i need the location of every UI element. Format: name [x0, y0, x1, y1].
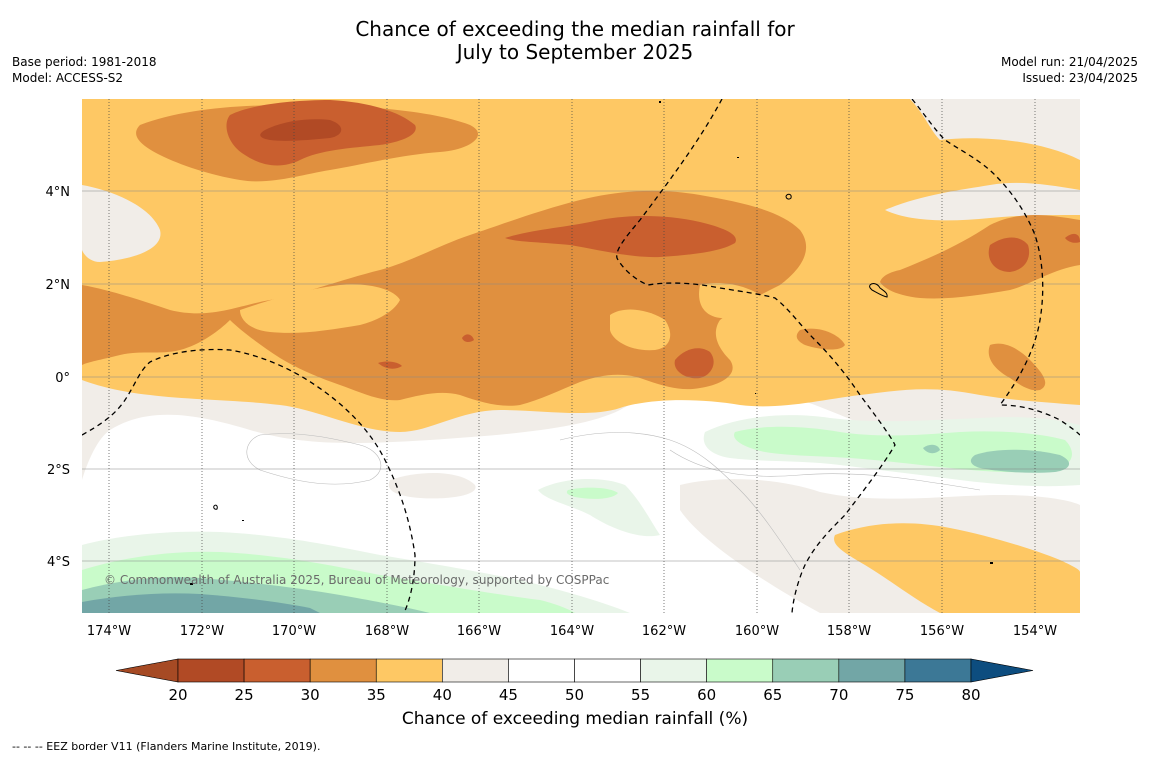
lon-label: 174°W — [87, 624, 131, 639]
islands — [213, 193, 888, 510]
contour-line-1 — [246, 433, 382, 485]
band-20-25-core — [260, 119, 342, 141]
lon-label: 160°W — [735, 624, 779, 639]
lat-label: 2°N — [46, 278, 71, 293]
base-period: Base period: 1981-2018 — [12, 55, 157, 69]
colorbar-segment — [706, 658, 774, 683]
colorbar-tick-label: 60 — [697, 686, 716, 704]
contour-line-3 — [559, 432, 801, 571]
band-35-40-hole-3 — [699, 283, 761, 319]
map-panel: © Commonwealth of Australia 2025, Bureau… — [82, 99, 1080, 613]
eez-borders — [82, 99, 1080, 613]
colorbar-tick-label: 75 — [895, 686, 914, 704]
lon-label: 166°W — [457, 624, 501, 639]
band-30-35-east — [880, 215, 1080, 299]
lat-label: 4°N — [46, 185, 71, 200]
band-25-30-small-1 — [378, 361, 402, 369]
colorbar-segment — [442, 658, 509, 683]
colorbar-tick-label: 50 — [565, 686, 584, 704]
colorbar-tick-label: 35 — [367, 686, 386, 704]
title-line-1: Chance of exceeding the median rainfall … — [355, 17, 795, 41]
lon-label: 170°W — [272, 624, 316, 639]
colorbar-segment — [574, 658, 641, 683]
band-60-65-mid — [566, 487, 618, 499]
colorbar-arrow-high — [970, 658, 1034, 683]
colorbar-tick-label: 55 — [631, 686, 650, 704]
colorbar-segment — [375, 658, 443, 683]
colorbar-arrow-low — [115, 658, 179, 683]
lon-label: 164°W — [550, 624, 594, 639]
band-30-35-mid-east — [796, 328, 845, 350]
gridlines — [82, 190, 1080, 562]
band-35-40-hole-1 — [610, 309, 671, 351]
title-line-2: July to September 2025 — [456, 40, 694, 64]
band-25-30-small-2 — [462, 334, 474, 343]
band-35-40-south — [834, 523, 1080, 613]
band-65-70-east — [970, 449, 1070, 473]
colorbar-segment — [838, 658, 906, 683]
band-35-40-hole-2 — [240, 284, 400, 333]
colorbar-tick-label: 20 — [168, 686, 187, 704]
band-70-75-south — [82, 593, 320, 613]
band-65-70-small — [923, 444, 940, 454]
colorbar-tick-label: 30 — [301, 686, 320, 704]
colorbar-tick-label: 40 — [433, 686, 452, 704]
colorbar-tick-label: 25 — [235, 686, 254, 704]
colorbar-label: Chance of exceeding median rainfall (%) — [401, 709, 749, 729]
colorbar-segment — [640, 658, 707, 683]
model-name: Model: ACCESS-S2 — [12, 71, 124, 85]
colorbar-segment — [243, 658, 311, 683]
lat-label: 0° — [55, 371, 70, 386]
colorbar-tick-label: 80 — [961, 686, 980, 704]
lon-label: 162°W — [642, 624, 686, 639]
meta-left: Base period: 1981-2018 Model: ACCESS-S2 — [12, 54, 157, 86]
issued-date: Issued: 23/04/2025 — [1022, 71, 1138, 85]
lon-label: 172°W — [180, 624, 224, 639]
colorbar-tick-label: 45 — [499, 686, 518, 704]
meta-right: Model run: 21/04/2025 Issued: 23/04/2025 — [1001, 54, 1138, 86]
colorbar-segment — [904, 658, 972, 683]
eez-footnote: -- -- -- EEZ border V11 (Flanders Marine… — [12, 740, 321, 753]
colorbar-segment — [508, 658, 575, 683]
map-title: Chance of exceeding the median rainfall … — [0, 18, 1150, 64]
band-30-35-se — [988, 343, 1046, 391]
band-40-45-ne-hole — [885, 182, 1080, 221]
band-25-30-far-east — [1065, 233, 1080, 243]
band-40-45-patch — [388, 473, 476, 499]
lon-label: 168°W — [365, 624, 409, 639]
model-run: Model run: 21/04/2025 — [1000, 55, 1138, 69]
colorbar-segment — [177, 658, 245, 683]
lon-label: 156°W — [920, 624, 964, 639]
copyright-text: © Commonwealth of Australia 2025, Bureau… — [104, 573, 609, 587]
colorbar-segment — [772, 658, 840, 683]
band-25-30-mid — [674, 348, 714, 379]
lon-label: 154°W — [1013, 624, 1057, 639]
band-40-45-ne-top — [910, 99, 1080, 160]
colorbar-segment — [309, 658, 377, 683]
band-40-45-nw-hole — [82, 185, 161, 262]
band-25-30-central — [505, 215, 736, 258]
contour-line-2 — [669, 449, 981, 491]
lat-label: 2°S — [47, 463, 70, 478]
lon-label: 158°W — [827, 624, 871, 639]
band-25-30-east — [988, 237, 1030, 272]
lat-tick-labels: 4°N 2°N 0° 2°S 4°S — [46, 185, 71, 570]
colorbar-tick-label: 70 — [829, 686, 848, 704]
lon-tick-labels: 174°W 172°W 170°W 168°W 166°W 164°W 162°… — [87, 624, 1057, 639]
colorbar-tick-label: 65 — [763, 686, 782, 704]
colorbar: 20 25 30 35 40 45 50 55 60 65 70 75 80 — [115, 658, 1034, 704]
island-dots — [190, 101, 993, 585]
lat-label: 4°S — [47, 555, 70, 570]
